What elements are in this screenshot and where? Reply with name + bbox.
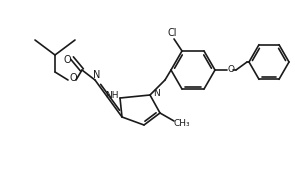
Text: CH₃: CH₃ bbox=[174, 118, 190, 128]
Text: Cl: Cl bbox=[167, 28, 177, 38]
Text: N: N bbox=[93, 70, 101, 80]
Text: O: O bbox=[69, 73, 77, 83]
Text: O: O bbox=[227, 64, 235, 73]
Text: N: N bbox=[153, 89, 159, 98]
Text: NH: NH bbox=[105, 91, 119, 100]
Text: O: O bbox=[63, 55, 71, 65]
